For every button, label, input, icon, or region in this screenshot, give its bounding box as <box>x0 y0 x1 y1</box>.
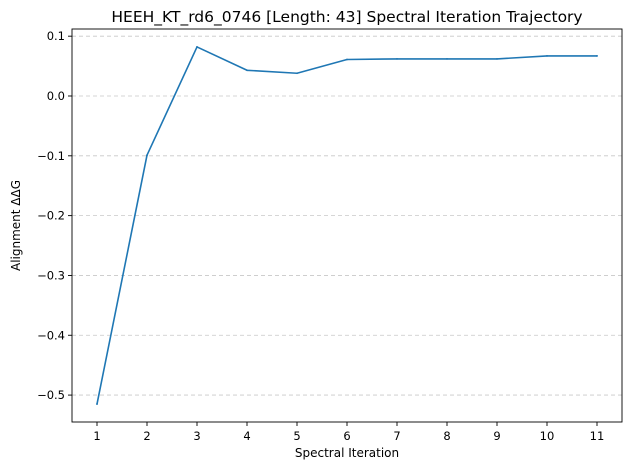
data-point <box>546 55 548 57</box>
plot-frame <box>71 28 623 423</box>
data-point <box>596 55 598 57</box>
y-axis-label: Alignment ΔΔG <box>9 180 23 271</box>
grid-layer <box>72 35 622 396</box>
x-tick-label: 1 <box>93 429 100 443</box>
x-tick-label: 2 <box>143 429 150 443</box>
y-tick-label: −0.2 <box>37 209 65 223</box>
y-tick-label: −0.5 <box>37 388 65 402</box>
data-point <box>496 58 498 60</box>
line-layer <box>96 46 598 405</box>
x-tick-label: 6 <box>343 429 350 443</box>
y-tick-label: −0.4 <box>37 328 65 342</box>
x-tick-label: 9 <box>493 429 500 443</box>
data-point <box>146 154 148 157</box>
y-tick-label: −0.3 <box>37 268 65 282</box>
x-axis-label: Spectral Iteration <box>295 446 399 460</box>
chart-title: HEEH_KT_rd6_0746 [Length: 43] Spectral I… <box>111 8 582 27</box>
x-tick-label: 3 <box>193 429 200 443</box>
data-point <box>196 46 198 48</box>
tick-layer: −0.5 −0.4 −0.3 −0.2 −0.1 0.0 0.1 1 2 3 4 5 6 7 8 9 10 11 <box>37 29 604 443</box>
x-tick-label: 4 <box>243 429 250 443</box>
data-point <box>346 58 348 61</box>
series-line <box>96 46 598 405</box>
x-tick-label: 11 <box>590 429 605 443</box>
y-tick-label: 0.1 <box>47 29 65 43</box>
y-tick-label: 0.0 <box>47 89 65 103</box>
data-point <box>396 58 398 60</box>
x-tick-label: 10 <box>540 429 555 443</box>
x-tick-label: 5 <box>293 429 300 443</box>
data-point <box>296 72 298 75</box>
data-point <box>246 69 248 72</box>
y-tick-label: −0.1 <box>37 149 65 163</box>
x-tick-label: 7 <box>393 429 400 443</box>
data-point <box>96 403 98 405</box>
x-tick-label: 8 <box>443 429 450 443</box>
data-point <box>446 58 448 60</box>
